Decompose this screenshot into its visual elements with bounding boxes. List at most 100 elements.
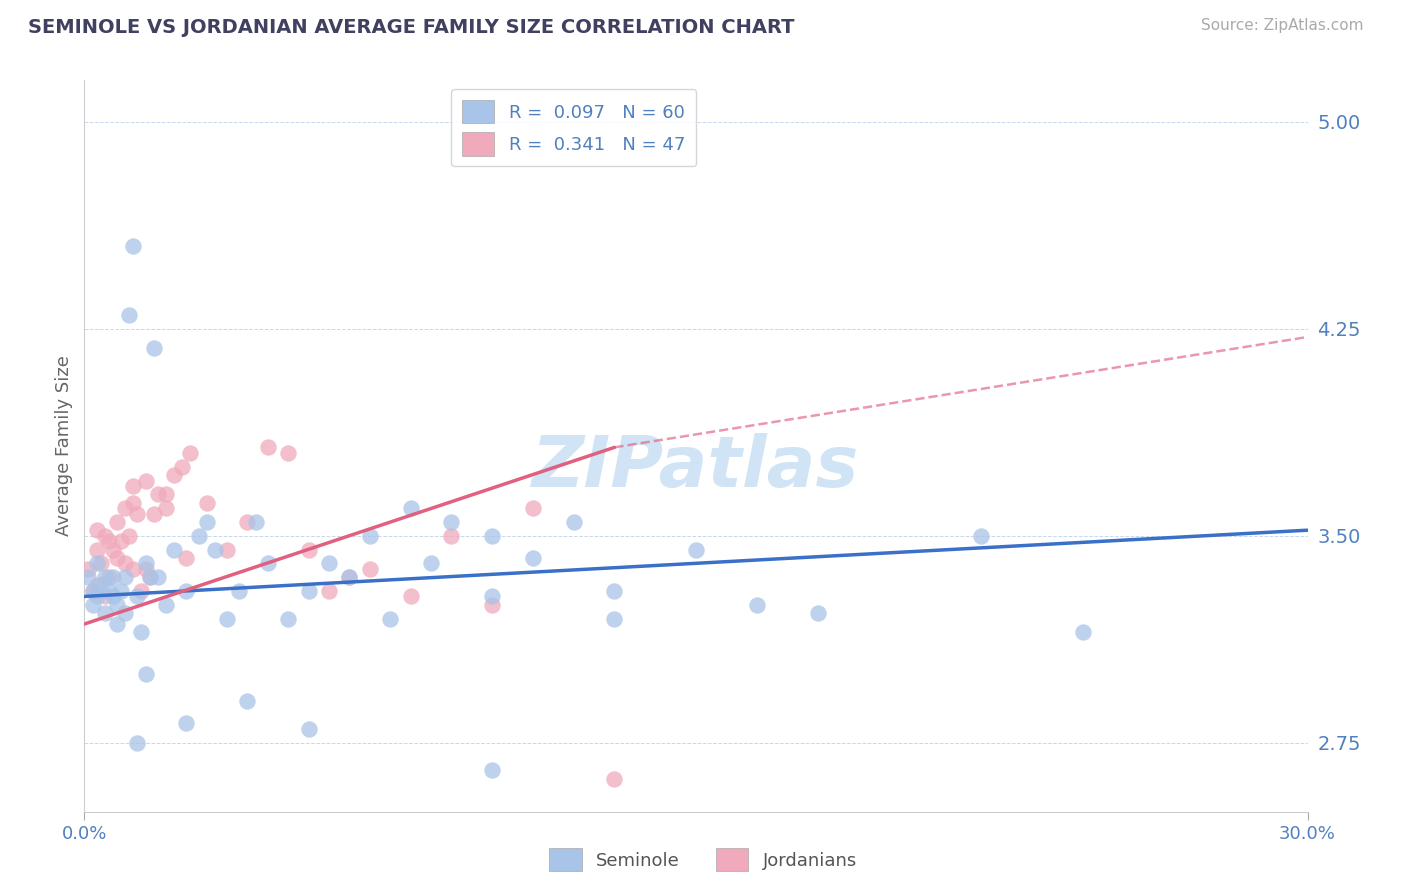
Point (86, 542, 108, 557)
Point (146, 487, 169, 501)
Point (90, 557, 112, 571)
Point (86, 557, 108, 571)
Point (142, 507, 165, 521)
Point (522, 550, 544, 565)
Point (82, 583, 104, 598)
Point (101, 570, 124, 584)
Point (522, 501, 544, 516)
Point (114, 501, 136, 516)
Point (105, 515, 128, 529)
Point (97, 570, 120, 584)
Point (174, 550, 197, 565)
Point (122, 479, 145, 493)
Point (236, 515, 259, 529)
Point (163, 467, 186, 482)
Point (195, 515, 218, 529)
Point (127, 590, 149, 604)
Text: SEMINOLE VS JORDANIAN AVERAGE FAMILY SIZE CORRELATION CHART: SEMINOLE VS JORDANIAN AVERAGE FAMILY SIZ… (28, 18, 794, 37)
Point (481, 529, 503, 543)
Point (138, 570, 160, 584)
Point (339, 570, 361, 584)
Point (359, 562, 381, 576)
Point (359, 529, 381, 543)
Text: Source: ZipAtlas.com: Source: ZipAtlas.com (1201, 18, 1364, 33)
Point (105, 598, 128, 612)
Point (127, 507, 149, 521)
Point (122, 495, 145, 509)
Point (105, 617, 128, 632)
Point (118, 308, 141, 322)
Point (257, 441, 280, 455)
Point (257, 557, 280, 571)
Point (77, 562, 100, 576)
Point (135, 474, 157, 488)
Point (101, 542, 124, 557)
Point (155, 501, 177, 516)
Point (114, 606, 136, 620)
Point (245, 515, 267, 529)
Point (138, 570, 160, 584)
Point (82, 598, 104, 612)
Point (603, 611, 626, 625)
Point (970, 529, 993, 543)
Point (114, 557, 136, 571)
Point (420, 557, 443, 571)
Point (118, 529, 141, 543)
Point (93, 570, 115, 584)
Y-axis label: Average Family Size: Average Family Size (55, 356, 73, 536)
Point (155, 487, 177, 501)
Point (131, 583, 153, 598)
Point (127, 736, 149, 750)
Point (562, 515, 585, 529)
Point (135, 666, 157, 681)
Point (90, 578, 112, 592)
Point (155, 598, 177, 612)
Point (82, 583, 104, 598)
Point (174, 716, 197, 731)
Legend: R =  0.097   N = 60, R =  0.341   N = 47: R = 0.097 N = 60, R = 0.341 N = 47 (451, 89, 696, 167)
Point (236, 694, 259, 708)
Point (481, 598, 503, 612)
Point (86, 590, 108, 604)
Point (807, 606, 830, 620)
Point (1073, 625, 1095, 640)
Point (142, 341, 165, 355)
Point (399, 590, 422, 604)
Point (179, 446, 201, 460)
Legend: Seminole, Jordanians: Seminole, Jordanians (541, 841, 865, 879)
Point (122, 562, 145, 576)
Point (298, 542, 321, 557)
Point (97, 583, 120, 598)
Point (135, 562, 157, 576)
Point (217, 542, 239, 557)
Point (135, 557, 157, 571)
Point (172, 459, 194, 474)
Point (97, 534, 120, 549)
Point (318, 583, 340, 598)
Point (481, 590, 503, 604)
Point (298, 722, 321, 736)
Point (339, 570, 361, 584)
Point (380, 611, 402, 625)
Point (440, 515, 463, 529)
Point (187, 529, 209, 543)
Point (93, 590, 115, 604)
Point (747, 598, 769, 612)
Point (685, 542, 707, 557)
Point (163, 542, 186, 557)
Point (277, 611, 299, 625)
Point (174, 583, 197, 598)
Point (277, 446, 299, 460)
Point (195, 495, 218, 509)
Point (122, 239, 145, 253)
Point (131, 625, 153, 640)
Point (110, 583, 132, 598)
Point (146, 570, 169, 584)
Point (228, 583, 250, 598)
Point (93, 529, 115, 543)
Point (603, 583, 626, 598)
Point (93, 606, 115, 620)
Point (101, 590, 124, 604)
Point (399, 501, 422, 516)
Point (481, 764, 503, 778)
